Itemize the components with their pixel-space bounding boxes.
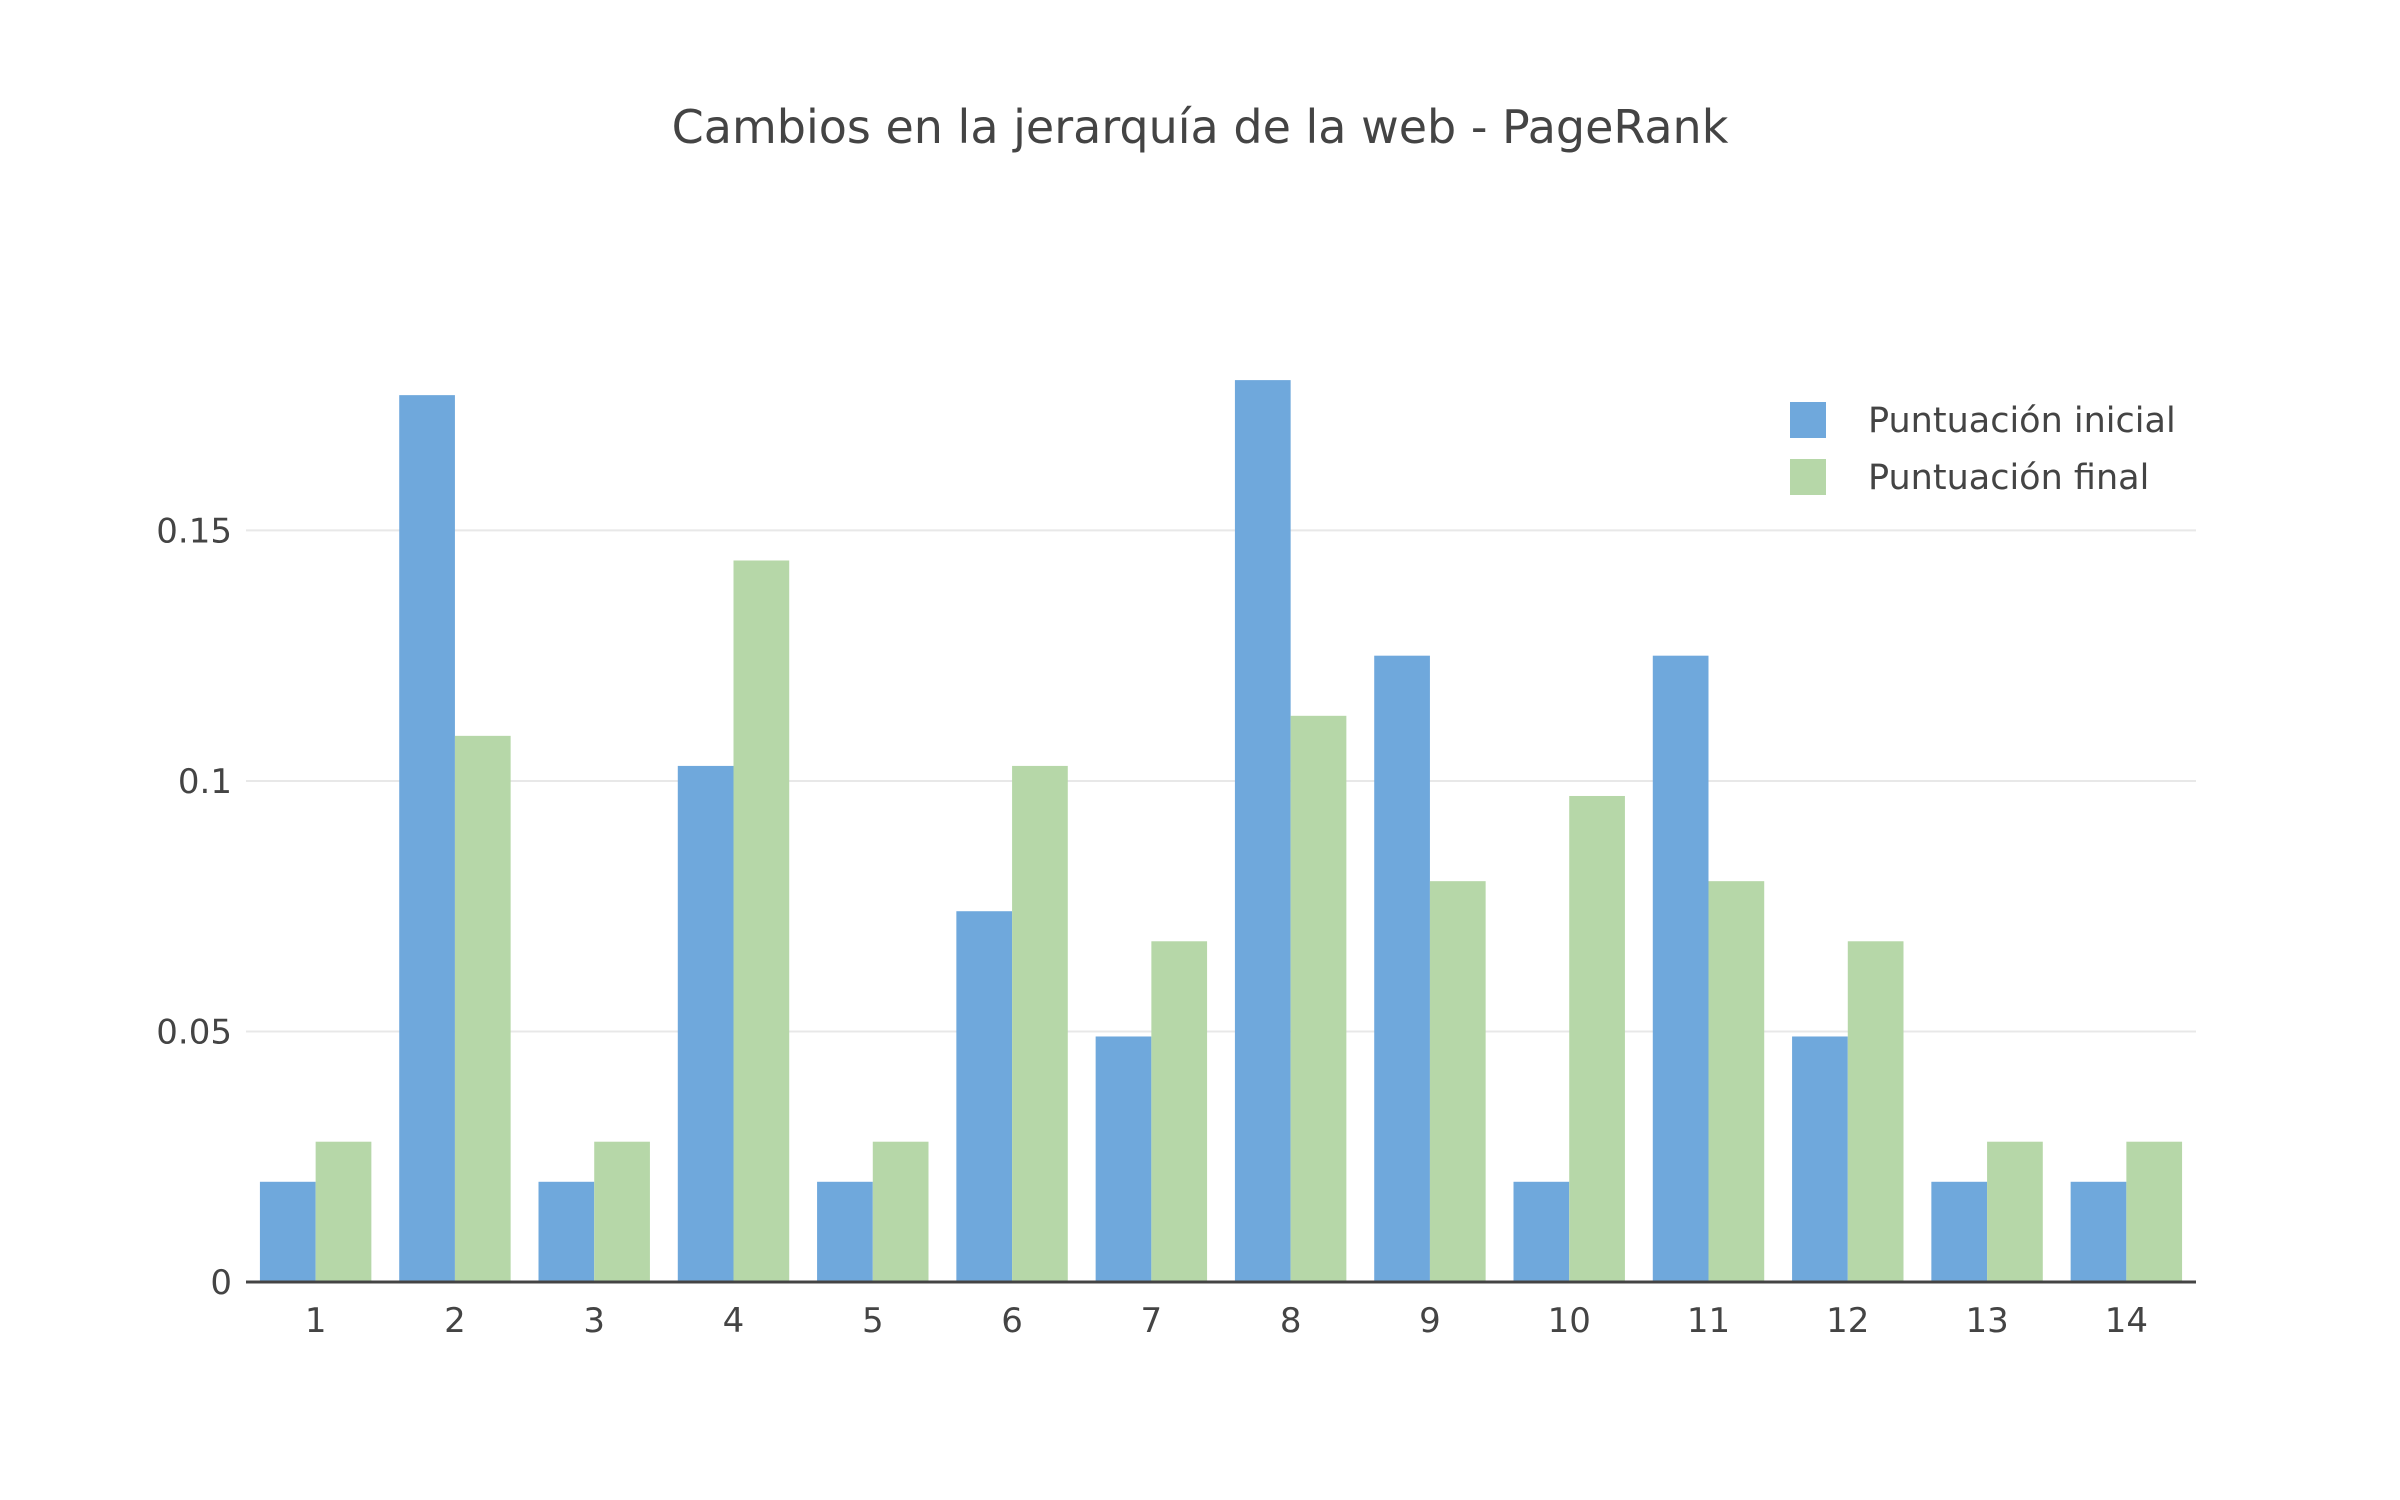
bar-initial xyxy=(1374,655,1430,1282)
bar-initial xyxy=(399,395,455,1282)
bar-final xyxy=(1290,715,1347,1282)
bar-final xyxy=(1569,795,1625,1282)
x-tick-label: 8 xyxy=(1280,1301,1302,1341)
bar-final xyxy=(872,1141,929,1282)
bar-initial xyxy=(1931,1181,1988,1282)
bar-final xyxy=(1012,765,1068,1282)
x-tick-label: 5 xyxy=(862,1301,884,1341)
bar-initial xyxy=(259,1181,316,1282)
legend-swatch xyxy=(1790,402,1826,438)
x-tick-label: 14 xyxy=(2105,1301,2148,1341)
bar-final xyxy=(1847,941,1904,1282)
bar-final xyxy=(454,735,511,1282)
x-tick-label: 3 xyxy=(583,1301,605,1341)
bar-initial xyxy=(2070,1181,2127,1282)
y-tick-label: 0.05 xyxy=(156,1012,232,1052)
bar-initial xyxy=(677,765,734,1282)
bar-final xyxy=(1151,941,1208,1282)
bar-final xyxy=(594,1141,650,1282)
bar-final xyxy=(1429,881,1486,1282)
x-tick-label: 4 xyxy=(723,1301,745,1341)
legend-label: Puntuación final xyxy=(1868,458,2149,498)
x-tick-label: 1 xyxy=(305,1301,327,1341)
bar-initial xyxy=(817,1181,873,1282)
x-tick-label: 7 xyxy=(1141,1301,1163,1341)
x-tick-label: 11 xyxy=(1687,1301,1730,1341)
x-tick-label: 9 xyxy=(1419,1301,1441,1341)
chart-title: Cambios en la jerarquía de la web - Page… xyxy=(671,100,1729,154)
bar-initial xyxy=(1652,655,1709,1282)
x-tick-label: 13 xyxy=(1965,1301,2008,1341)
bar-final xyxy=(733,560,790,1282)
y-tick-label: 0.15 xyxy=(156,511,232,551)
bar-initial xyxy=(956,911,1013,1282)
y-tick-label: 0.1 xyxy=(178,762,232,802)
bar-final xyxy=(1987,1141,2043,1282)
x-tick-label: 6 xyxy=(1001,1301,1023,1341)
bar-initial xyxy=(538,1181,595,1282)
bar-final xyxy=(2126,1141,2183,1282)
bar-initial xyxy=(1234,380,1291,1283)
bar-initial xyxy=(1095,1036,1152,1282)
x-tick-label: 12 xyxy=(1826,1301,1869,1341)
y-tick-label: 0 xyxy=(210,1263,232,1303)
legend-label: Puntuación inicial xyxy=(1868,401,2176,441)
bar-final xyxy=(315,1141,372,1282)
bar-initial xyxy=(1792,1036,1848,1282)
bar-final xyxy=(1708,881,1765,1282)
bar-initial xyxy=(1513,1181,1570,1282)
x-tick-label: 10 xyxy=(1548,1301,1591,1341)
legend-swatch xyxy=(1790,459,1826,495)
x-tick-label: 2 xyxy=(444,1301,466,1341)
